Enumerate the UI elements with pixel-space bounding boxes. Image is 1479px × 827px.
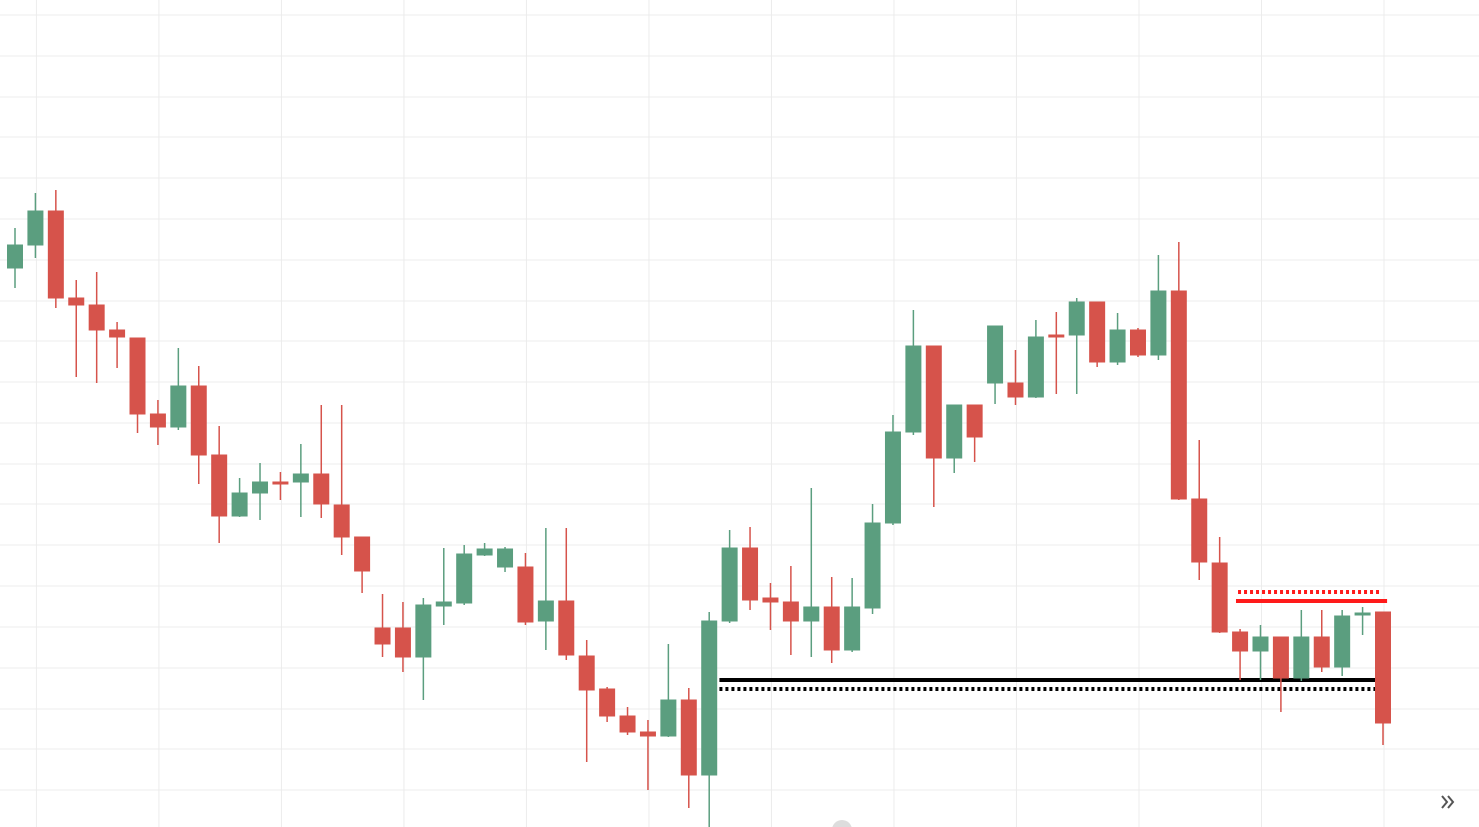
candle-body <box>394 627 411 658</box>
candle-body <box>1048 334 1065 338</box>
candle-body <box>925 345 942 459</box>
candle-body <box>1232 631 1249 652</box>
candle-body <box>313 473 330 505</box>
candle-body <box>1150 290 1167 356</box>
candle-body <box>1089 301 1106 363</box>
candle-body <box>292 473 309 483</box>
candle-body <box>884 431 901 524</box>
candle-body <box>1027 336 1044 398</box>
candle-body <box>1313 636 1330 668</box>
scroll-handle[interactable] <box>832 820 852 827</box>
candle-body <box>129 337 146 415</box>
candle-body <box>1375 611 1391 724</box>
candle-body <box>639 731 656 737</box>
candle-body <box>619 715 636 733</box>
candle-body <box>415 604 432 658</box>
candle-body <box>231 492 248 517</box>
candle-body <box>599 688 616 717</box>
candle-body <box>1334 615 1351 668</box>
candle-body <box>823 606 840 651</box>
candle-body <box>742 547 759 601</box>
candle-body <box>435 601 452 607</box>
candle-body <box>1170 290 1187 500</box>
candle-body <box>190 385 207 456</box>
candle-body <box>1129 329 1146 356</box>
candle-body <box>1068 301 1085 336</box>
candle-body <box>1252 636 1269 652</box>
candle-body <box>476 548 493 556</box>
candle-body <box>27 210 44 246</box>
candle-body <box>701 620 718 776</box>
candle-body <box>47 210 64 299</box>
candle-body <box>354 536 371 572</box>
candle-body <box>7 244 23 269</box>
scroll-icon[interactable] <box>1441 795 1455 809</box>
candle-body <box>558 600 575 656</box>
candle-body <box>88 304 105 331</box>
candle-body <box>537 600 554 622</box>
candle-body <box>987 325 1004 384</box>
candle-body <box>660 699 677 737</box>
candle-body <box>1109 329 1126 363</box>
candle-body <box>68 297 85 306</box>
candle-body <box>1191 498 1208 563</box>
candle-body <box>272 481 289 485</box>
candle-body <box>578 655 595 691</box>
candle-body <box>456 553 473 604</box>
candle-body <box>905 345 922 433</box>
candle-body <box>680 699 697 776</box>
candle-body <box>1354 612 1371 616</box>
candles <box>7 190 1391 827</box>
candle-body <box>211 454 228 517</box>
candle-body <box>333 504 350 538</box>
candle-body <box>803 606 820 622</box>
candle-body <box>497 548 514 568</box>
candle-body <box>109 329 126 338</box>
candle-body <box>1211 562 1228 633</box>
candle-body <box>1293 636 1310 679</box>
candle-body <box>966 404 983 438</box>
levels <box>719 590 1388 691</box>
candle-body <box>844 606 861 651</box>
candle-body <box>721 547 738 622</box>
candle-body <box>252 481 269 494</box>
candle-body <box>864 522 881 609</box>
candle-body <box>762 597 779 603</box>
candle-body <box>149 413 166 428</box>
candle-body <box>517 566 534 623</box>
candle-body <box>374 627 391 645</box>
candle-body <box>1272 636 1289 679</box>
candle-body <box>782 601 799 622</box>
candle-body <box>170 385 187 428</box>
candle-body <box>946 404 963 459</box>
scroll-button[interactable] <box>1441 795 1455 809</box>
candle-body <box>1007 382 1024 398</box>
